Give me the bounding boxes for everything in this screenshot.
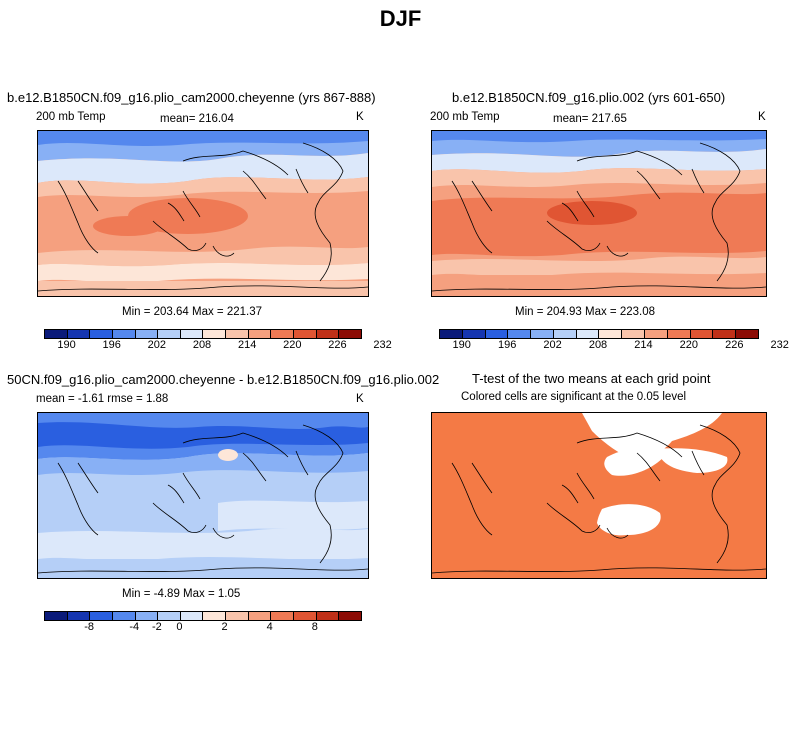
colorbar-swatch-7 <box>599 330 623 338</box>
colorbar-swatch-11 <box>690 330 714 338</box>
colorbar-tick-label: 232 <box>770 339 789 351</box>
panel-3-mean-rmse-label: mean = -1.61 rmse = 1.88 <box>36 393 169 405</box>
colorbar-tick-label: 0 <box>176 621 183 633</box>
colorbar-swatch-6 <box>180 330 204 338</box>
figure-title: DJF <box>379 6 422 31</box>
colorbar-swatch-8 <box>226 330 249 338</box>
colorbar-swatch-4 <box>531 330 554 338</box>
colorbar-swatch-3 <box>112 612 136 620</box>
colorbar-swatch-9 <box>248 612 272 620</box>
colorbar-swatch-3 <box>112 330 136 338</box>
colorbar-swatch-13 <box>339 612 361 620</box>
panel-3-stats: Min = -4.89 Max = 1.05 <box>122 588 241 600</box>
colorbar-tick-label: 190 <box>57 339 76 351</box>
colorbar-tick-label: 2 <box>221 621 228 633</box>
colorbar-swatch-5 <box>553 330 577 338</box>
colorbar-swatch-6 <box>180 612 204 620</box>
colorbar-swatch-8 <box>226 612 249 620</box>
colorbar-swatch-11 <box>294 612 317 620</box>
panel-3-units-label: K <box>356 393 364 405</box>
colorbar-swatch-2 <box>90 612 113 620</box>
panel-3-map <box>37 412 369 579</box>
colorbar-tick-label: -4 <box>129 621 140 633</box>
colorbar-tick-label: 220 <box>679 339 699 351</box>
colorbar-swatch-1 <box>462 330 486 338</box>
colorbar-tick-label: 208 <box>192 339 212 351</box>
colorbar-swatch-9 <box>645 330 668 338</box>
colorbar-swatch-7 <box>203 330 227 338</box>
colorbar-tick-label: 4 <box>266 621 273 633</box>
panel-2-colorbar-ticks: 190 196 202 208 214 220 226 232 <box>439 339 789 353</box>
panel-2-stats: Min = 204.93 Max = 223.08 <box>515 306 656 318</box>
colorbar-swatch-5 <box>158 612 181 620</box>
colorbar-tick-label: 208 <box>588 339 608 351</box>
colorbar-swatch-10 <box>271 612 295 620</box>
colorbar-swatch-8 <box>622 330 646 338</box>
panel-1-colorbar-ticks: 190 196 202 208 214 220 226 232 <box>44 339 391 353</box>
panel-3-colorbar-ticks: -8 -4 -2 0 2 4 8 <box>44 621 360 635</box>
colorbar-tick-label: 226 <box>725 339 744 351</box>
colorbar-swatch-4 <box>135 612 159 620</box>
panel-4-subtitle: Colored cells are significant at the 0.0… <box>461 391 687 403</box>
colorbar-swatch-10 <box>271 330 295 338</box>
colorbar-tick-label: 214 <box>237 339 257 351</box>
colorbar-swatch-1 <box>67 330 91 338</box>
panel-1-units-label: K <box>356 111 364 123</box>
colorbar-swatch-0 <box>440 330 463 338</box>
colorbar-swatch-3 <box>508 330 532 338</box>
colorbar-tick-label: 196 <box>497 339 517 351</box>
colorbar-swatch-12 <box>713 330 737 338</box>
colorbar-tick-label: 196 <box>102 339 121 351</box>
panel-3-colorbar <box>44 611 362 621</box>
colorbar-swatch-9 <box>248 330 272 338</box>
panel-2-colorbar <box>439 329 759 339</box>
colorbar-swatch-1 <box>67 612 91 620</box>
colorbar-tick-label: 202 <box>543 339 562 351</box>
colorbar-swatch-6 <box>576 330 600 338</box>
panel-2-map <box>431 130 767 297</box>
colorbar-swatch-2 <box>90 330 113 338</box>
panel-1-colorbar <box>44 329 362 339</box>
panel-3-title: 50CN.f09_g16.plio_cam2000.cheyenne - b.e… <box>7 372 440 387</box>
panel-1-title: b.e12.B1850CN.f09_g16.plio_cam2000.cheye… <box>7 90 376 105</box>
colorbar-swatch-4 <box>135 330 159 338</box>
colorbar-tick-label: 220 <box>283 339 302 351</box>
colorbar-tick-label: 232 <box>373 339 392 351</box>
panel-4-title: T-test of the two means at each grid poi… <box>472 371 711 386</box>
colorbar-tick-label: 8 <box>311 621 318 633</box>
colorbar-swatch-10 <box>667 330 691 338</box>
colorbar-tick-label: -2 <box>151 621 162 633</box>
colorbar-tick-label: 214 <box>634 339 653 351</box>
colorbar-swatch-12 <box>316 330 340 338</box>
colorbar-tick-label: 226 <box>328 339 347 351</box>
colorbar-swatch-11 <box>294 330 317 338</box>
panel-4-map <box>431 412 767 579</box>
panel-2-units-label: K <box>758 111 766 123</box>
panel-1-variable-label: 200 mb Temp <box>36 111 106 123</box>
colorbar-swatch-0 <box>45 330 68 338</box>
panel-2-title: b.e12.B1850CN.f09_g16.plio.002 (yrs 601-… <box>452 90 726 105</box>
colorbar-swatch-13 <box>736 330 758 338</box>
panel-1-mean-label: mean= 216.04 <box>160 113 234 125</box>
colorbar-tick-label: -8 <box>84 621 95 633</box>
colorbar-tick-label: 190 <box>452 339 471 351</box>
colorbar-swatch-0 <box>45 612 68 620</box>
colorbar-swatch-13 <box>339 330 361 338</box>
colorbar-swatch-7 <box>203 612 227 620</box>
colorbar-swatch-5 <box>158 330 181 338</box>
panel-2-mean-label: mean= 217.65 <box>553 113 627 125</box>
colorbar-swatch-12 <box>316 612 340 620</box>
panel-1-stats: Min = 203.64 Max = 221.37 <box>122 306 263 318</box>
colorbar-swatch-2 <box>485 330 509 338</box>
colorbar-tick-label: 202 <box>147 339 167 351</box>
panel-2-variable-label: 200 mb Temp <box>430 111 500 123</box>
panel-1-map <box>37 130 369 297</box>
